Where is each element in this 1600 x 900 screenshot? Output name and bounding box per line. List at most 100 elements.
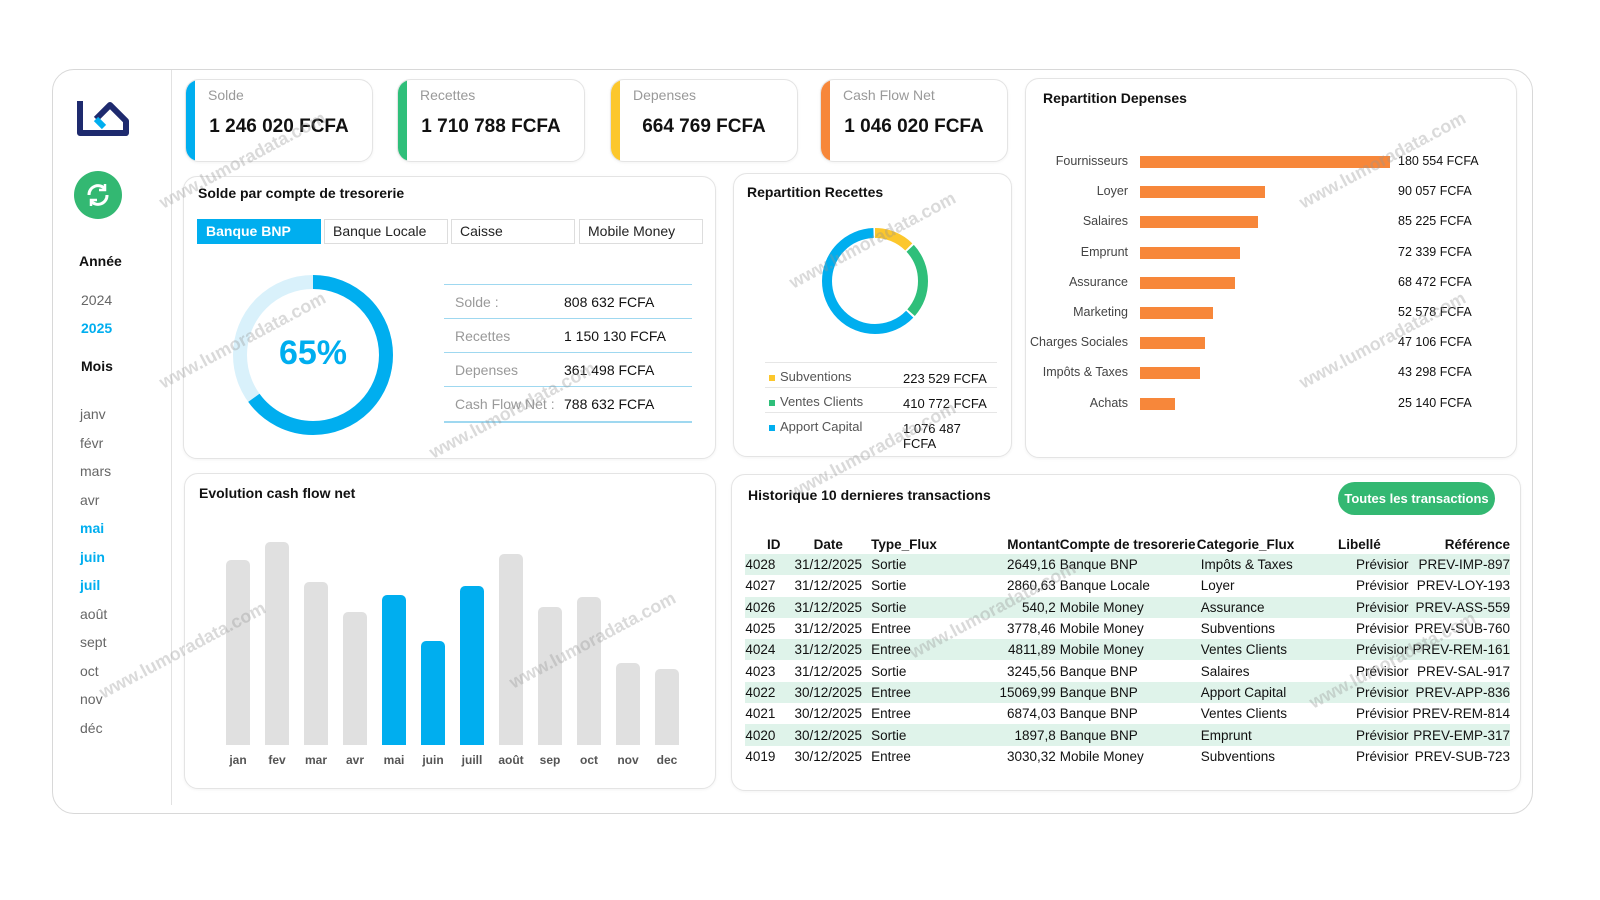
month-item[interactable]: avr	[80, 491, 100, 508]
month-item[interactable]: août	[80, 605, 108, 622]
kpi-card: Solde 1 246 020 FCFA	[185, 79, 373, 162]
bar-mark	[343, 612, 367, 745]
month-item[interactable]: janv	[80, 406, 106, 422]
table-cell: PREV-IMP-897	[1409, 554, 1510, 576]
all-transactions-button[interactable]: Toutes les transactions	[1338, 482, 1495, 515]
table-row[interactable]: 4019 30/12/2025 Entree 3030,32 Mobile Money S…	[745, 746, 1510, 767]
table-cell: 3030,32	[1006, 748, 1056, 764]
account-tab[interactable]: Caisse	[451, 219, 575, 244]
year-item[interactable]: 2024	[81, 292, 113, 308]
recettes-title: Repartition Recettes	[747, 184, 884, 200]
table-cell: PREV-ASS-559	[1409, 596, 1510, 618]
account-tab[interactable]: Banque Locale	[324, 219, 448, 244]
table-cell: PREV-REM-814	[1412, 706, 1510, 722]
month-item[interactable]: déc	[80, 719, 103, 736]
kpi-card: Recettes 1 710 788 FCFA	[397, 79, 585, 162]
month-item[interactable]: févr	[80, 434, 104, 451]
bar-data-label: 43 298 FCFA	[1398, 365, 1472, 380]
table-row[interactable]: 4020 30/12/2025 Sortie 1897,8 Banque BNP Empr…	[745, 724, 1510, 746]
table-cell: Banque BNP	[1059, 554, 1197, 576]
table-cell: Sortie	[871, 724, 967, 746]
bar-data-label: 25 140 FCFA	[1398, 395, 1472, 410]
bar-category-label: Assurance	[1068, 274, 1128, 289]
x-tick-label: mar	[304, 753, 327, 767]
table-cell: 3245,56	[1006, 663, 1056, 679]
table-cell: Impôts & Taxes	[1196, 554, 1338, 576]
table-cell: Sortie	[871, 596, 967, 618]
bar-mark	[1140, 186, 1265, 199]
table-row[interactable]: 4026 31/12/2025 Sortie 540,2 Mobile Money Ass…	[745, 596, 1510, 618]
month-item[interactable]: juil	[80, 577, 101, 593]
column-header[interactable]: Categorie_Flux	[1196, 537, 1295, 552]
table-cell: 4026	[745, 596, 786, 618]
donut-slice-ventes-clients	[822, 228, 928, 334]
bar-mark	[1140, 367, 1200, 380]
kpi-value: 664 769 FCFA	[642, 116, 766, 137]
table-cell: Mobile Money	[1059, 596, 1197, 618]
bar-data-label: 47 106 FCFA	[1398, 335, 1472, 350]
bar-mark	[1140, 246, 1241, 259]
year-item[interactable]: 2025	[81, 320, 113, 336]
account-tab[interactable]: Banque BNP	[197, 219, 321, 244]
column-header[interactable]: Type_Flux	[871, 537, 937, 552]
month-label: Mois	[81, 358, 113, 374]
table-cell: 2649,16	[966, 554, 1060, 576]
bar-mark	[1140, 337, 1206, 350]
x-tick-label: sep	[539, 753, 561, 767]
solde-row-value: 361 498 FCFA	[564, 362, 655, 378]
bar-mark	[226, 560, 250, 745]
table-cell: Emprunt	[1196, 724, 1338, 746]
kpi-card: Cash Flow Net 1 046 020 FCFA	[820, 79, 1008, 162]
table-cell: 15069,99	[966, 681, 1060, 704]
column-header[interactable]: ID	[767, 537, 781, 552]
table-cell: 30/12/2025	[794, 706, 863, 722]
column-header[interactable]: Date	[813, 537, 843, 552]
table-row[interactable]: 4023 31/12/2025 Sortie 3245,56 Banque BNP Sal…	[745, 660, 1510, 681]
bar-mark	[265, 542, 289, 745]
table-cell: Sortie	[871, 663, 907, 679]
bar-row: Emprunt 72 339 FCFA	[1030, 243, 1510, 263]
table-cell: Banque BNP	[1059, 681, 1197, 704]
table-row[interactable]: 4025 31/12/2025 Entree 3778,46 Mobile Money S…	[745, 618, 1510, 639]
bar-row: Salaires 85 225 FCFA	[1030, 212, 1510, 232]
table-cell: Prévisior	[1355, 748, 1409, 764]
bar-data-label: 52 578 FCFA	[1398, 305, 1472, 319]
table-row[interactable]: 4021 30/12/2025 Entree 6874,03 Banque BNP Ven…	[745, 703, 1510, 724]
column-header[interactable]: Montant	[1007, 537, 1060, 552]
month-item[interactable]: oct	[80, 662, 99, 679]
month-item[interactable]: mai	[80, 520, 105, 536]
table-cell: 3778,46	[1006, 621, 1056, 637]
bar-category-label: Achats	[1089, 395, 1128, 410]
column-header[interactable]: Référence	[1444, 537, 1510, 552]
bar-mark	[304, 582, 328, 745]
x-tick-label: oct	[580, 753, 598, 767]
table-cell: PREV-REM-161	[1409, 639, 1510, 661]
refresh-button[interactable]	[74, 171, 122, 219]
column-header[interactable]: Libellé	[1337, 537, 1381, 552]
x-tick-label: juin	[422, 753, 444, 767]
table-cell: PREV-SAL-917	[1416, 663, 1510, 679]
table-row[interactable]: 4028 31/12/2025 Sortie 2649,16 Banque BNP Imp…	[745, 554, 1510, 576]
kpi-label: Depenses	[633, 87, 697, 103]
month-item[interactable]: sept	[80, 634, 107, 650]
table-cell: 4022	[745, 681, 786, 704]
recettes-donut	[822, 228, 928, 334]
table-cell: 4028	[745, 554, 786, 576]
table-cell: 31/12/2025	[794, 621, 863, 637]
table-cell: 30/12/2025	[785, 724, 872, 746]
month-item[interactable]: juin	[80, 548, 105, 565]
table-cell: 31/12/2025	[785, 596, 872, 618]
table-row[interactable]: 4022 30/12/2025 Entree 15069,99 Banque BNP Ap…	[745, 681, 1510, 704]
solde-row-label: Cash Flow Net :	[455, 396, 555, 412]
bar-mark	[1140, 307, 1213, 319]
month-item[interactable]: mars	[80, 463, 112, 479]
account-tab[interactable]: Mobile Money	[579, 219, 703, 244]
column-header[interactable]: Compte de tresorerie	[1059, 537, 1196, 552]
table-row[interactable]: 4024 31/12/2025 Entree 4811,89 Mobile Money V…	[745, 639, 1510, 661]
table-cell: Prévisior	[1337, 724, 1410, 746]
legend-label: Subventions	[780, 369, 852, 384]
table-row[interactable]: 4027 31/12/2025 Sortie 2860,63 Banque Locale…	[745, 575, 1510, 596]
table-cell: Banque BNP	[1059, 724, 1197, 746]
legend-value: 223 529 FCFA	[903, 371, 987, 386]
month-item[interactable]: nov	[80, 691, 103, 707]
